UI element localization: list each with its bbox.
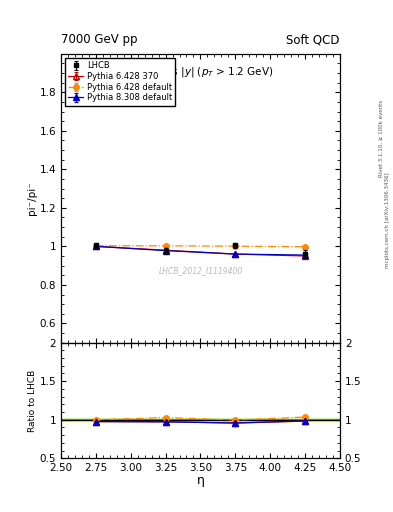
Text: mcplots.cern.ch [arXiv:1306.3436]: mcplots.cern.ch [arXiv:1306.3436] xyxy=(385,173,389,268)
X-axis label: η: η xyxy=(196,475,204,487)
Text: 7000 GeV pp: 7000 GeV pp xyxy=(61,33,138,46)
Y-axis label: pi⁻/pi⁻: pi⁻/pi⁻ xyxy=(27,181,37,215)
Text: $\pi^-/\pi^+$ vs $|y|$ ($p_T$ > 1.2 GeV): $\pi^-/\pi^+$ vs $|y|$ ($p_T$ > 1.2 GeV) xyxy=(127,66,274,80)
Y-axis label: Ratio to LHCB: Ratio to LHCB xyxy=(28,369,37,432)
Text: Soft QCD: Soft QCD xyxy=(286,33,340,46)
Text: Rivet 3.1.10, ≥ 100k events: Rivet 3.1.10, ≥ 100k events xyxy=(379,100,384,177)
Legend: LHCB, Pythia 6.428 370, Pythia 6.428 default, Pythia 8.308 default: LHCB, Pythia 6.428 370, Pythia 6.428 def… xyxy=(65,58,175,105)
Text: LHCB_2012_I1119400: LHCB_2012_I1119400 xyxy=(158,266,242,275)
